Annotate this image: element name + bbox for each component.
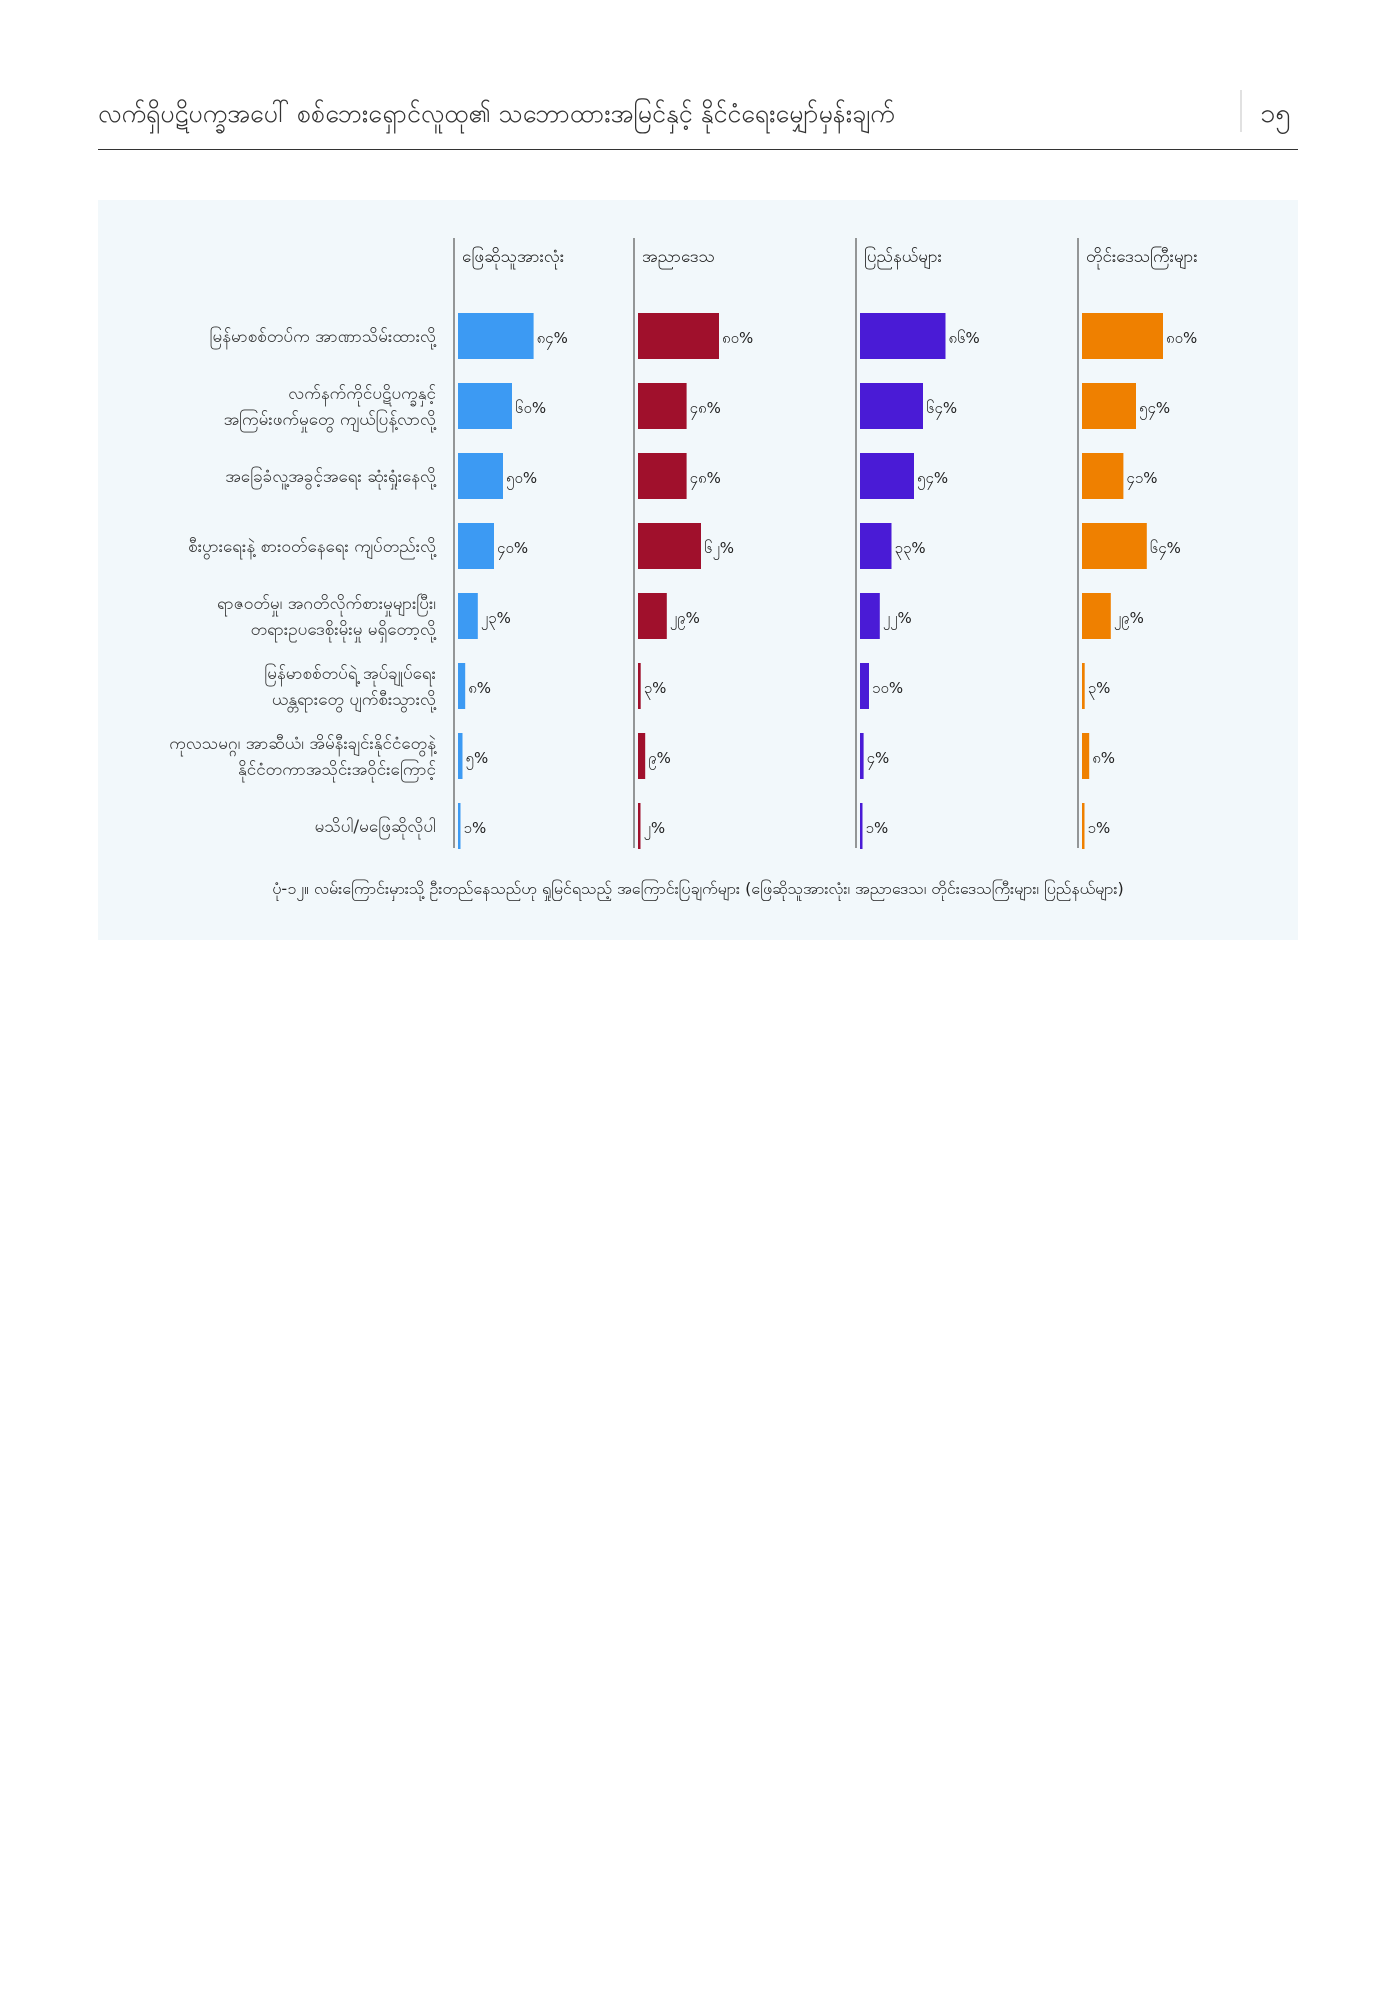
data-label: ၃၃%	[895, 539, 926, 560]
data-label: ၆၄%	[926, 399, 957, 420]
data-label: ၅၀%	[506, 469, 537, 490]
bar	[638, 523, 701, 569]
bar	[1082, 663, 1085, 709]
bar	[458, 383, 512, 429]
category-label: စီးပွားရေးနဲ့ စားဝတ်နေရေး ကျပ်တည်းလို့	[188, 536, 436, 560]
series-header: အညာဒေသ	[642, 247, 715, 270]
bar	[458, 453, 503, 499]
category-label: မြန်မာစစ်တပ်က အာဏာသိမ်းထားလို့	[210, 325, 436, 350]
bar-chart: ဖြေဆိုသူအားလုံး၈၄% ၆၀% ၅၀% ၄၀% ၂၃% ၈% ၅% ၁% အညာဒ…	[169, 238, 1198, 849]
data-label: ၈%	[468, 679, 491, 697]
bar	[638, 383, 687, 429]
data-label: ၄%	[867, 749, 890, 770]
data-label: ၄၈%	[690, 469, 721, 490]
bar	[1082, 523, 1147, 569]
data-label: ၄၈%	[690, 399, 721, 420]
bar	[860, 663, 869, 709]
bar	[638, 733, 646, 779]
bar	[860, 523, 892, 569]
bar	[860, 313, 946, 359]
data-label: ၉%	[648, 749, 671, 770]
data-label: ၂၂%	[883, 609, 912, 630]
bar	[638, 313, 719, 359]
data-label: ၁%	[1088, 819, 1111, 837]
category-label: ကုလသမဂ္ဂ၊ အာဆီယံ၊ အိမ်နီးချင်းနိုင်ငံတွေ…	[169, 734, 436, 757]
data-label: ၈၀%	[1166, 329, 1197, 347]
bar	[1082, 803, 1085, 849]
bar	[458, 803, 461, 849]
bar	[638, 803, 641, 849]
data-label: ၂၃%	[481, 609, 511, 630]
category-label: အခြေခံလူ့အခွင့်အရေး ဆုံးရှုံးနေလို့	[225, 465, 436, 490]
data-label: ၆၀%	[515, 399, 546, 417]
data-label: ၁%	[866, 819, 889, 837]
data-label: ၂၉%	[1114, 609, 1144, 630]
running-title: လက်ရှိပဋိပက္ခအပေါ် စစ်ဘေးရှောင်လူထု၏ သဘေ…	[98, 99, 895, 128]
category-label: မသိပါ/မဖြေဆိုလိုပါ	[315, 815, 436, 840]
category-label: ယန္တရားတွေ ပျက်စီးသွားလို့	[272, 690, 436, 713]
data-label: ၄၁%	[1126, 469, 1157, 490]
series-header: ဖြေဆိုသူအားလုံး	[462, 245, 564, 270]
data-label: ၈၆%	[949, 329, 980, 347]
header-rule	[98, 149, 1298, 150]
bar	[860, 593, 880, 639]
data-label: ၃%	[644, 679, 667, 700]
bar	[1082, 383, 1136, 429]
data-label: ၁%	[464, 819, 487, 837]
data-label: ၁၀%	[872, 679, 903, 697]
data-label: ၈၀%	[722, 329, 753, 347]
bar	[638, 453, 687, 499]
bar	[458, 313, 534, 359]
data-label: ၆၂%	[704, 539, 734, 560]
data-label: ၄၀%	[497, 539, 528, 560]
series-header: ပြည်နယ်များ	[864, 245, 942, 270]
bar	[860, 383, 923, 429]
bar	[458, 593, 478, 639]
data-label: ၂%	[644, 819, 666, 840]
data-label: ၆၄%	[1150, 539, 1181, 560]
data-label: ၅%	[466, 749, 489, 770]
data-label: ၅၄%	[917, 469, 948, 490]
page-header: လက်ရှိပဋိပက္ခအပေါ် စစ်ဘေးရှောင်လူထု၏ သဘေ…	[98, 88, 1298, 152]
bar	[1082, 453, 1124, 499]
bar	[458, 733, 463, 779]
bar	[458, 523, 494, 569]
bar	[638, 593, 667, 639]
bar	[638, 663, 641, 709]
bar	[1082, 733, 1090, 779]
bar	[860, 803, 863, 849]
category-label: လက်နက်ကိုင်ပဋိပက္ခနှင့်	[288, 384, 436, 407]
category-label: နိုင်ငံတကာအသိုင်းအဝိုင်းကြောင့်	[238, 758, 436, 783]
bar	[860, 733, 864, 779]
data-label: ၈%	[1092, 749, 1115, 767]
data-label: ၈၄%	[537, 329, 568, 350]
bar	[1082, 593, 1111, 639]
bar	[1082, 313, 1163, 359]
data-label: ၅၄%	[1139, 399, 1170, 420]
header-divider	[1240, 90, 1242, 132]
figure-caption: ပုံ-၁၂။ လမ်းကြောင်းမှားသို့ ဦးတည်နေသည်ဟု…	[272, 879, 1124, 898]
category-label: ရာဇဝတ်မှု၊ အဂတိလိုက်စားမှုများပြီး၊	[217, 593, 436, 617]
page-number: ၁၅	[1260, 98, 1291, 129]
bar	[860, 453, 914, 499]
category-label: အကြမ်းဖက်မှုတွေ ကျယ်ပြန့်လာလို့	[224, 408, 436, 433]
figure-panel: ဖြေဆိုသူအားလုံး၈၄% ၆၀% ၅၀% ၄၀% ၂၃% ၈% ၅% ၁% အညာဒ…	[98, 200, 1298, 940]
category-label: တရားဥပဒေစိုးမိုးမှု မရှိတော့လို့	[251, 620, 436, 643]
bar	[458, 663, 466, 709]
data-label: ၃%	[1088, 679, 1111, 700]
category-label: မြန်မာစစ်တပ်ရဲ့ အုပ်ချုပ်ရေး	[264, 662, 436, 687]
series-header: တိုင်းဒေသကြီးများ	[1086, 245, 1198, 270]
data-label: ၂၉%	[670, 609, 700, 630]
